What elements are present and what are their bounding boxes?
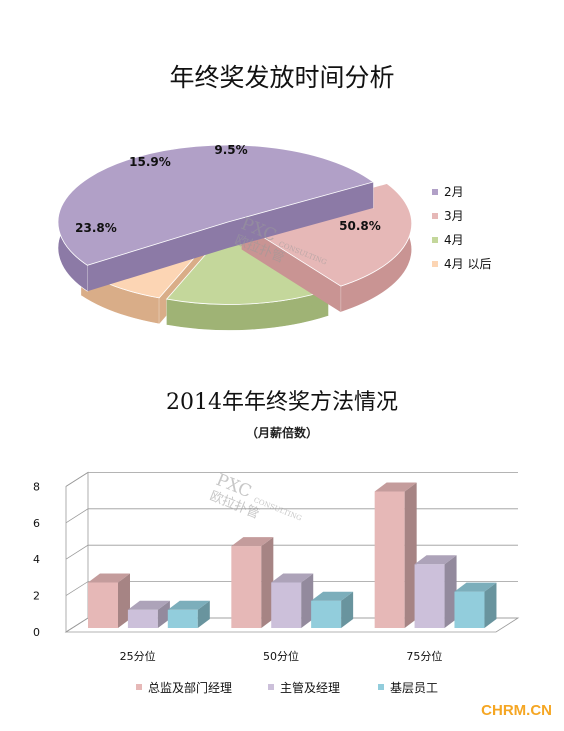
bar-side [341, 591, 354, 628]
gridline [65, 472, 518, 487]
legend-item: 4月 [432, 233, 464, 247]
y-tick-label: 8 [33, 480, 40, 493]
legend-label: 基层员工 [390, 681, 438, 695]
bar-front [231, 546, 262, 628]
bar-top [311, 591, 354, 601]
bar-front [414, 564, 445, 628]
legend-swatch [432, 237, 438, 243]
bar [414, 555, 457, 628]
bar [167, 600, 210, 628]
bar [88, 573, 130, 628]
bar-top [231, 537, 274, 547]
x-tick-label: 75分位 [406, 649, 442, 663]
bar-top [454, 582, 497, 592]
bar-chart-subtitle: （月薪倍数） [245, 426, 318, 440]
legend-label: 总监及部门经理 [148, 680, 232, 695]
bar-top [127, 600, 170, 610]
legend-item: 主管及经理 [268, 680, 340, 695]
pie-slice-wall [87, 222, 228, 292]
pie-data-label: 9.5% [214, 143, 247, 157]
x-tick-label: 50分位 [263, 649, 299, 663]
legend-swatch [378, 684, 384, 690]
pie-slice-top [57, 144, 375, 266]
legend-swatch [268, 684, 274, 690]
bar-chart-title: 2014年年终奖方法情况 [166, 390, 398, 415]
bar-side [197, 600, 210, 628]
legend-swatch [432, 213, 438, 219]
legend-label: 3月 [444, 209, 464, 223]
bar [374, 482, 417, 628]
bar [454, 582, 497, 628]
bar-side [404, 482, 417, 628]
bar-front [454, 591, 485, 628]
legend-label: 2月 [444, 185, 464, 199]
pie-data-label: 15.9% [129, 155, 171, 169]
pie-slice [57, 144, 375, 292]
pie-slice-top [240, 183, 413, 287]
legend-item: 2月 [432, 185, 464, 199]
legend-swatch [432, 261, 438, 267]
brand-logo-text: CHRM.CN [481, 702, 552, 719]
pie-chart-title: 年终奖发放时间分析 [169, 63, 395, 92]
bar-front [127, 609, 158, 628]
bar-side [444, 555, 457, 628]
bar-front [311, 600, 342, 628]
bar-side [301, 573, 314, 628]
bar-top [374, 482, 417, 492]
pie-data-label: 23.8% [75, 221, 117, 235]
bar-side [118, 573, 130, 628]
pie-chart: 50.8%23.8%15.9%9.5%PXCCONSULTING欧拉扑管2月3月… [57, 143, 491, 331]
bar-front [374, 491, 405, 628]
legend-swatch [432, 189, 438, 195]
bar-front [88, 582, 118, 628]
y-tick-label: 2 [33, 590, 40, 603]
legend-item: 总监及部门经理 [136, 680, 232, 695]
bar-top [414, 555, 457, 565]
bar [311, 591, 354, 628]
y-tick-label: 4 [33, 553, 40, 566]
legend-label: 4月 以后 [444, 257, 491, 271]
bar [271, 573, 314, 628]
pie-slice-wall [241, 223, 341, 313]
bar-side [157, 600, 170, 628]
pie-slice-wall [228, 181, 374, 248]
legend-label: 4月 [444, 233, 464, 247]
bar-front [271, 582, 302, 628]
y-tick-label: 6 [33, 517, 40, 530]
x-tick-label: 25分位 [120, 649, 156, 663]
y-tick-label: 0 [33, 626, 40, 639]
bar-top [271, 573, 314, 583]
legend-item: 基层员工 [378, 681, 438, 695]
bar-side [261, 537, 274, 628]
pie-data-label: 50.8% [339, 219, 381, 233]
bar-top [88, 573, 130, 583]
bar [127, 600, 170, 628]
bar-front [167, 609, 198, 628]
bar-side [484, 582, 497, 628]
legend-swatch [136, 684, 142, 690]
bar [231, 537, 274, 628]
legend-item: 3月 [432, 209, 464, 223]
legend-item: 4月 以后 [432, 257, 491, 271]
legend-label: 主管及经理 [280, 680, 340, 695]
bar-top [167, 600, 210, 610]
